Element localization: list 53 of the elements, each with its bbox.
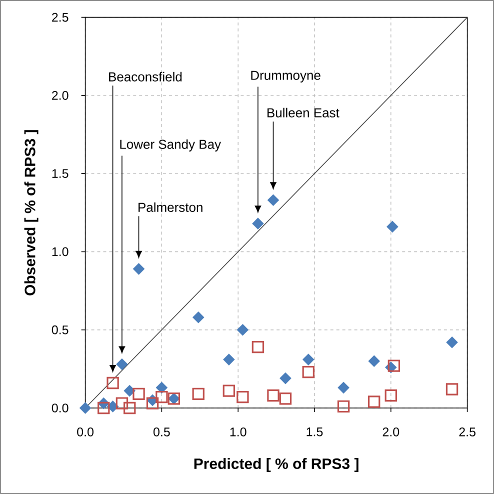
point <box>338 382 350 394</box>
point <box>302 354 314 366</box>
point <box>132 388 145 400</box>
point <box>252 340 264 354</box>
point <box>279 392 292 405</box>
annotation: Drummoyne <box>251 70 320 83</box>
point <box>386 221 398 232</box>
point <box>192 312 204 324</box>
point <box>368 355 380 367</box>
point <box>236 324 248 336</box>
point <box>116 397 128 410</box>
point <box>80 402 91 414</box>
x-tick-label: 2.5 <box>459 428 476 436</box>
x-tick-label: 2.0 <box>382 428 400 436</box>
x-axis-title: Predicted [ % of RPS3 ] <box>194 458 358 472</box>
annotation: Lower Sandy Bay <box>120 139 222 152</box>
point <box>223 354 235 366</box>
point <box>156 382 168 394</box>
point <box>146 397 159 410</box>
y-tick-label: 1.5 <box>52 169 68 178</box>
y-tick-label: 2.0 <box>52 91 68 100</box>
point <box>156 390 168 404</box>
x-tick-label: 1.0 <box>230 428 246 436</box>
y-tick-label: 0.5 <box>52 325 68 334</box>
annotation: Beaconsfield <box>109 72 182 82</box>
y-axis-title: Observed [ % of RPS3 ] <box>24 130 38 296</box>
point <box>192 388 204 400</box>
y-tick-label: 1.0 <box>52 247 68 256</box>
annotation: Bulleen East <box>268 108 340 118</box>
point <box>368 396 380 408</box>
x-tick-label: 0.5 <box>153 428 170 436</box>
annotation: Palmerston <box>138 202 202 212</box>
y-tick-label: 0.0 <box>52 404 68 412</box>
point <box>98 402 110 414</box>
point <box>388 360 400 372</box>
point <box>106 376 119 390</box>
point <box>267 389 280 402</box>
point <box>280 372 292 384</box>
x-tick-label: 1.5 <box>306 428 323 436</box>
point <box>384 389 398 402</box>
point <box>124 402 136 414</box>
point <box>302 366 314 378</box>
point <box>268 194 279 206</box>
point <box>446 336 458 348</box>
point <box>116 358 128 370</box>
point <box>133 263 144 275</box>
point <box>337 400 350 413</box>
x-tick-label: 0.0 <box>77 428 94 436</box>
point <box>252 218 264 230</box>
y-tick-label: 2.5 <box>52 12 68 22</box>
point <box>446 383 458 396</box>
point <box>222 384 236 397</box>
point <box>236 390 249 404</box>
